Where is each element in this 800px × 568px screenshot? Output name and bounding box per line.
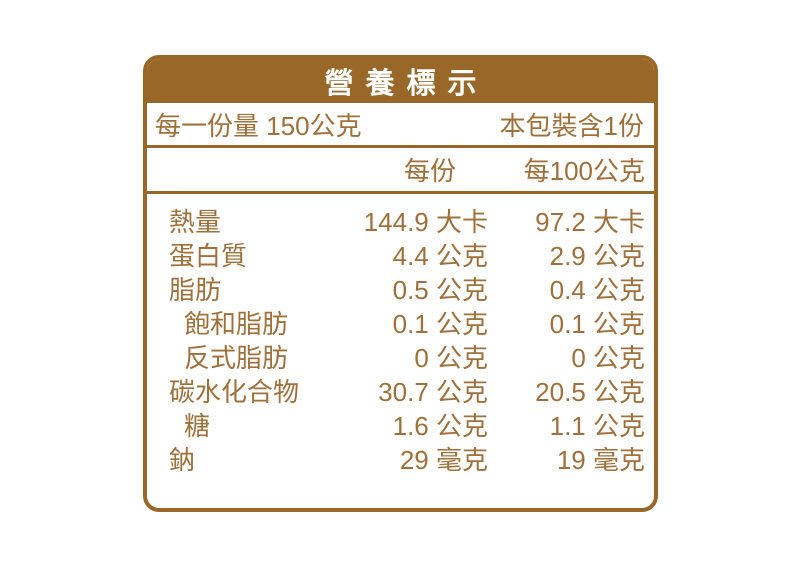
row-value-per-serving: 0.5 公克 xyxy=(392,275,488,305)
table-row-trans-fat: 反式脂肪 0 公克 0 公克 xyxy=(169,341,645,375)
row-value-per-100g: 19 毫克 xyxy=(556,445,645,475)
row-label: 碳水化合物 xyxy=(169,377,300,407)
serving-info-row: 每一份量 150公克 本包裝含1份 xyxy=(147,103,654,148)
table-row-sugar: 糖 1.6 公克 1.1 公克 xyxy=(169,409,645,443)
row-value-per-100g: 2.9 公克 xyxy=(549,241,645,271)
row-label: 反式脂肪 xyxy=(184,343,289,373)
row-value-per-100g: 97.2 大卡 xyxy=(535,207,645,237)
row-label: 蛋白質 xyxy=(169,241,248,271)
serving-size-text: 每一份量 150公克 xyxy=(155,110,362,141)
row-value-per-serving: 1.6 公克 xyxy=(392,411,488,441)
row-value-per-serving: 4.4 公克 xyxy=(392,241,488,271)
table-row-carbohydrate: 碳水化合物 30.7 公克 20.5 公克 xyxy=(169,375,645,409)
row-label: 鈉 xyxy=(169,445,196,475)
column-header-per-serving: 每份 xyxy=(403,156,456,186)
column-header-row: 每份 每100公克 xyxy=(147,148,654,194)
table-row-fat: 脂肪 0.5 公克 0.4 公克 xyxy=(169,273,645,307)
row-value-per-serving: 144.9 大卡 xyxy=(363,207,488,237)
row-value-per-serving: 0 公克 xyxy=(414,343,488,373)
row-label: 飽和脂肪 xyxy=(184,309,289,339)
row-value-per-100g: 0 公克 xyxy=(571,343,645,373)
row-value-per-serving: 30.7 公克 xyxy=(378,377,488,407)
label-title: 營養標示 xyxy=(324,68,489,100)
row-value-per-100g: 1.1 公克 xyxy=(549,411,645,441)
column-header-per-100g: 每100公克 xyxy=(523,156,645,186)
table-row-calories: 熱量 144.9 大卡 97.2 大卡 xyxy=(169,205,645,239)
servings-per-package-text: 本包裝含1份 xyxy=(499,110,644,141)
table-row-sodium: 鈉 29 毫克 19 毫克 xyxy=(169,443,645,477)
row-value-per-serving: 0.1 公克 xyxy=(392,309,488,339)
row-label: 脂肪 xyxy=(169,275,222,305)
row-label: 糖 xyxy=(184,411,211,441)
nutrition-label: 營養標示 每一份量 150公克 本包裝含1份 每份 每100公克 熱量 144.… xyxy=(143,55,658,512)
table-row-saturated-fat: 飽和脂肪 0.1 公克 0.1 公克 xyxy=(169,307,645,341)
row-value-per-100g: 0.1 公克 xyxy=(549,309,645,339)
nutrient-table-body: 熱量 144.9 大卡 97.2 大卡 蛋白質 4.4 公克 2.9 公克 脂肪… xyxy=(147,194,654,477)
row-label: 熱量 xyxy=(169,207,222,237)
row-value-per-100g: 20.5 公克 xyxy=(535,377,645,407)
row-value-per-serving: 29 毫克 xyxy=(399,445,488,475)
label-header: 營養標示 xyxy=(147,59,654,103)
table-row-protein: 蛋白質 4.4 公克 2.9 公克 xyxy=(169,239,645,273)
row-value-per-100g: 0.4 公克 xyxy=(549,275,645,305)
